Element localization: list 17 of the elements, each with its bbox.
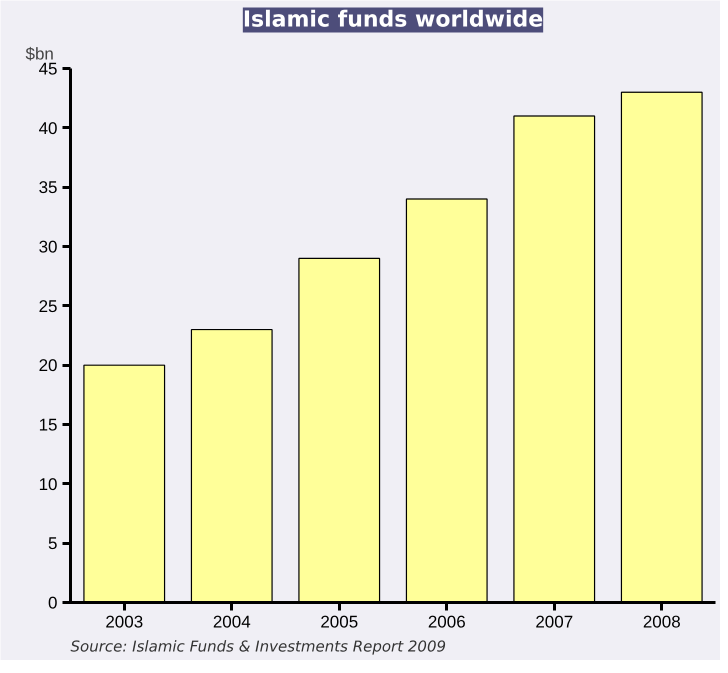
y-tick-label: 25 — [38, 296, 58, 316]
y-tick-label: 30 — [38, 238, 58, 256]
y-tick-label: 35 — [38, 178, 58, 198]
y-tick-label: 0 — [48, 594, 58, 612]
x-tick-label: 2008 — [642, 612, 681, 632]
y-tick-label: 40 — [38, 118, 58, 138]
y-tick-label: 10 — [38, 474, 58, 494]
y-tick-label: 20 — [38, 356, 58, 376]
x-tick-label: 2003 — [105, 612, 144, 632]
y-tick-label: 5 — [48, 534, 58, 554]
source-note: Source: Islamic Funds & Investments Report 2009 — [70, 638, 446, 656]
x-tick-label: 2005 — [320, 612, 358, 632]
x-tick-label: 2006 — [428, 612, 466, 632]
chart-title: Islamic funds worldwide — [242, 8, 544, 32]
x-tick-label: 2007 — [535, 612, 574, 632]
x-tick-label: 2004 — [212, 612, 251, 632]
y-tick-label: 15 — [38, 416, 58, 434]
